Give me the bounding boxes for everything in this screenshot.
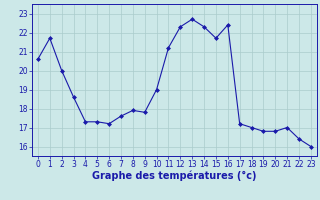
X-axis label: Graphe des températures (°c): Graphe des températures (°c) [92,171,257,181]
